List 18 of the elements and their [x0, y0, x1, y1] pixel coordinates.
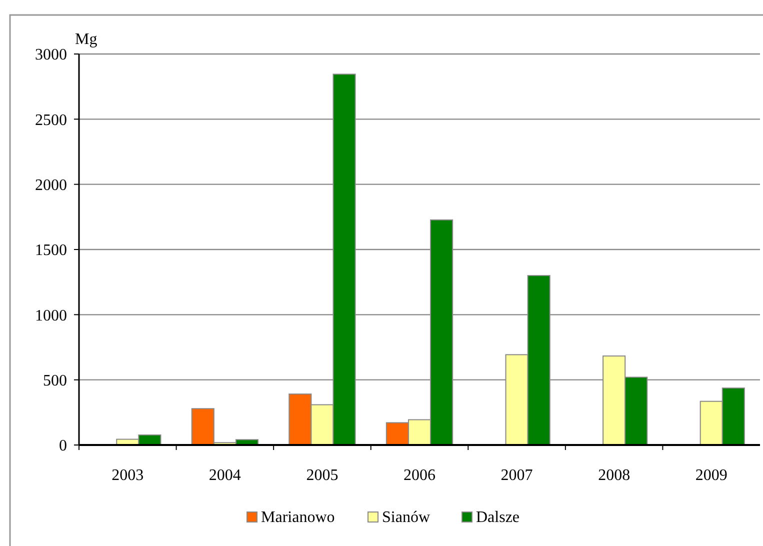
y-tick-label: 500	[43, 372, 67, 390]
y-tick-label: 0	[59, 438, 67, 455]
x-tick-label: 2009	[695, 467, 728, 484]
y-axis-title: Mg	[75, 31, 98, 48]
legend-label: Dalsze	[476, 509, 520, 526]
y-tick-label: 1000	[35, 307, 67, 324]
y-tick-label: 2000	[35, 176, 67, 194]
legend-label: Sianów	[382, 509, 430, 526]
y-tick-label: 3000	[35, 46, 67, 64]
y-tick-label: 1500	[35, 242, 67, 260]
x-tick-label: 2004	[208, 467, 241, 484]
x-tick-label: 2003	[112, 467, 144, 484]
x-tick-label: 2006	[404, 467, 436, 484]
x-tick-label: 2005	[306, 467, 338, 484]
y-tick-label: 2500	[35, 112, 67, 129]
x-tick-label: 2008	[598, 467, 630, 484]
x-tick-label: 2007	[500, 467, 533, 484]
legend-label: Marianowo	[261, 509, 335, 526]
